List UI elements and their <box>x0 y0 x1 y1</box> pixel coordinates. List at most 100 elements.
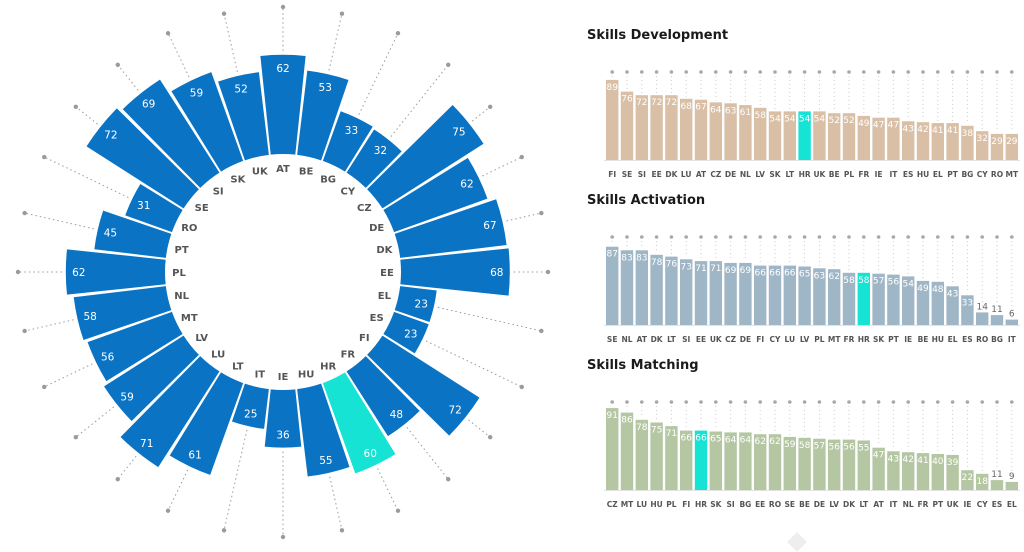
skills-activation-bar-es <box>961 295 974 325</box>
skills-activation-panel: Skills Activation 87 83 83 78 76 73 71 71 69 69 66… <box>580 193 1020 353</box>
skills-matching-dot-el <box>1010 400 1014 404</box>
skills-matching-tick-sk: SK <box>710 500 722 509</box>
skills-development-dot-si <box>640 70 644 74</box>
skills-activation-dot-ro <box>980 235 984 239</box>
skills-matching-tick-ie: IE <box>963 500 971 509</box>
skills-development-dot-lu <box>684 70 688 74</box>
skills-matching-grid-dots <box>610 400 1014 480</box>
skills-activation-dot-lu <box>788 235 792 239</box>
skills-matching-value-hu: 75 <box>651 426 662 436</box>
skills-development-value-lt: 54 <box>784 114 796 124</box>
skills-development-dot-nl <box>743 70 748 74</box>
skills-development-dot-es <box>906 70 910 74</box>
skills-activation-dot-lv <box>802 235 807 239</box>
radial-value-label-pt: 45 <box>104 228 117 240</box>
skills-activation-tick-ro: RO <box>976 335 988 344</box>
skills-development-value-lu: 68 <box>680 102 692 112</box>
skills-activation-dot-uk <box>714 235 718 239</box>
skills-development-value-lv: 58 <box>754 111 766 121</box>
skills-development-bar-lt <box>783 111 796 160</box>
skills-activation-tick-be: BE <box>918 335 929 344</box>
leader-dot-bg <box>395 31 401 36</box>
skills-development-value-hr: 54 <box>799 114 811 124</box>
skills-activation-bar-ee <box>694 261 708 325</box>
skills-activation-dot-at <box>640 235 644 239</box>
skills-activation-bar-bg <box>990 315 1004 325</box>
skills-activation-dot-pl <box>817 235 822 239</box>
radial-category-label-pt: PT <box>175 245 189 256</box>
skills-matching-value-fi: 66 <box>680 434 692 444</box>
skills-matching-tick-hu: HU <box>650 500 662 509</box>
skills-matching-value-cy: 18 <box>976 477 988 487</box>
skills-matching-tick-ee: EE <box>755 500 765 509</box>
skills-matching-tick-mt: MT <box>621 500 634 509</box>
leader-dot-cy <box>446 62 451 68</box>
radial-value-labels: 62 53 33 32 75 62 67 68 23 23 72 48 60 55 36 25 61 71 59 56… <box>72 63 503 467</box>
skills-development-dot-uk <box>817 70 822 74</box>
skills-activation-bar-hr <box>857 272 870 325</box>
skills-activation-dot-se <box>610 235 614 239</box>
skills-development-dot-ee <box>654 70 659 74</box>
skills-development-dot-cy <box>980 70 984 74</box>
skills-activation-tick-se: SE <box>607 335 618 344</box>
skills-activation-value-ie: 54 <box>902 279 914 289</box>
skills-development-bar-pl <box>842 113 856 160</box>
skills-activation-tick-it: IT <box>1008 335 1017 344</box>
skills-activation-bars <box>606 246 1018 325</box>
skills-development-dot-lt <box>788 70 792 74</box>
skills-development-value-it: 47 <box>888 121 899 131</box>
skills-matching-bar-ie <box>961 470 974 490</box>
skills-activation-value-nl: 83 <box>621 253 632 263</box>
skills-matching-dot-lt <box>862 400 866 404</box>
skills-development-dot-se <box>625 70 629 74</box>
radial-category-label-fr: FR <box>341 349 356 360</box>
leader-line-fi <box>468 419 491 438</box>
skills-matching-dot-lu <box>640 400 644 404</box>
radial-category-label-dk: DK <box>376 245 393 256</box>
skills-activation-bar-el <box>946 286 959 325</box>
skills-activation-tick-lu: LU <box>784 335 795 344</box>
skills-development-bar-sk <box>768 111 782 160</box>
skills-activation-tick-dk: DK <box>651 335 664 344</box>
skills-development-bar-mt <box>1005 133 1018 160</box>
skills-development-value-cz: 64 <box>710 105 722 115</box>
skills-development-dot-at <box>699 70 703 74</box>
skills-activation-value-ro: 14 <box>976 302 988 312</box>
skills-development-tick-fr: FR <box>858 170 869 179</box>
skills-activation-dot-mt <box>832 235 836 239</box>
skills-development-value-bg: 38 <box>962 129 974 139</box>
skills-activation-bar-lv <box>798 266 811 325</box>
skills-activation-title: Skills Activation <box>587 193 706 208</box>
skills-matching-title: Skills Matching <box>587 358 699 373</box>
radial-category-label-ee: EE <box>380 268 394 279</box>
skills-activation-value-de: 69 <box>740 266 752 276</box>
skills-activation-value-pt: 56 <box>888 278 900 288</box>
skills-development-dot-fr <box>862 70 866 74</box>
skills-development-dot-bg <box>965 70 970 74</box>
skills-development-value-ro: 29 <box>991 137 1003 147</box>
skills-matching-bar-bg <box>739 432 752 490</box>
skills-matching-tick-si: SI <box>726 500 734 509</box>
skills-activation-bar-be <box>916 280 930 325</box>
leader-dot-es <box>519 384 524 390</box>
skills-development-dot-de <box>728 70 733 74</box>
leader-dot-si <box>115 62 120 68</box>
skills-development-value-ee: 72 <box>651 98 662 108</box>
leader-line-lv <box>75 406 115 438</box>
skills-activation-value-lt: 76 <box>666 260 678 270</box>
skills-activation-value-pl: 63 <box>814 271 825 281</box>
radial-bar-pl <box>65 249 166 295</box>
skills-matching-value-uk: 39 <box>947 458 959 468</box>
radial-bar-fi <box>367 335 480 436</box>
skills-matching-tick-el: EL <box>1007 500 1017 509</box>
skills-development-tick-pl: PL <box>844 170 854 179</box>
leader-line-de <box>482 156 522 177</box>
skills-activation-dot-cz <box>728 235 733 239</box>
skills-development-tick-cy: CY <box>977 170 989 179</box>
skills-activation-tick-nl: NL <box>621 335 632 344</box>
skills-activation-bar-mt <box>828 269 841 325</box>
leader-line-mt <box>44 363 93 388</box>
radial-category-label-lv: LV <box>195 333 208 344</box>
skills-development-value-hu: 42 <box>917 125 928 135</box>
